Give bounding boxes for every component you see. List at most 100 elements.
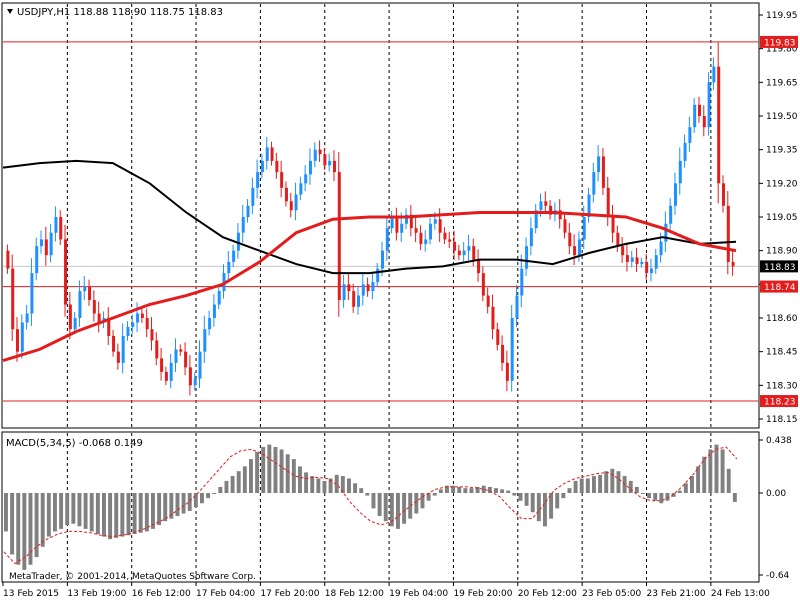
candle-body (25, 313, 29, 323)
macd-bar (365, 493, 370, 496)
time-tick-label: 16 Feb 12:00 (132, 589, 191, 599)
candle-body (395, 217, 399, 233)
time-tick-label: 13 Feb 19:00 (67, 589, 126, 599)
candle-body (597, 156, 601, 173)
macd-bar (138, 493, 143, 533)
level-tag-label: 118.23 (764, 398, 796, 408)
time-axis: 13 Feb 2015 13 Feb 19:00 16 Feb 12:00 17 Fe… (2, 582, 770, 599)
macd-bar (377, 493, 382, 517)
candle-body (539, 201, 543, 211)
candle-body (481, 273, 485, 296)
macd-bar (518, 493, 523, 501)
candle-body (88, 286, 92, 301)
candle-body (645, 261, 649, 274)
macd-bar (291, 459, 296, 493)
candle-body (582, 217, 586, 240)
candle-body (44, 239, 48, 256)
macd-bar (457, 486, 462, 493)
candle-body (486, 295, 490, 307)
candle-body (260, 160, 264, 173)
macd-bar (242, 466, 247, 493)
macd-indicator-label: MACD(5,34,5) -0.068 0.149 (6, 438, 143, 449)
macd-bar (353, 483, 358, 493)
candle-body (621, 246, 625, 256)
macd-bar (616, 471, 621, 493)
candle-body (568, 232, 572, 247)
macd-bar (102, 493, 106, 537)
candle-body (717, 66, 721, 184)
candle-body (611, 217, 615, 233)
macd-bar (543, 493, 547, 527)
candle-body (308, 160, 312, 175)
collapse-triangle-icon[interactable] (7, 9, 13, 14)
macd-bar (53, 493, 57, 532)
candle-body (457, 250, 461, 256)
macd-bar (206, 493, 211, 499)
macd-bar (40, 493, 45, 547)
macd-bar (402, 493, 407, 524)
candle-body (280, 172, 284, 188)
price-tick-label: 119.05 (766, 213, 798, 223)
macd-bar (114, 493, 119, 538)
macd-bar (610, 468, 615, 493)
time-tick-label: 13 Feb 2015 (3, 589, 59, 599)
macd-bar (438, 489, 443, 493)
candle-body (92, 300, 96, 314)
candle-body (265, 147, 269, 161)
candle-body (376, 268, 380, 283)
level-tag-box (760, 280, 798, 293)
candle-body (505, 362, 509, 381)
price-tick-label: 118.60 (766, 314, 798, 324)
candle-body (347, 284, 351, 292)
price-tick-label: 119.35 (766, 146, 798, 156)
macd-bar (108, 493, 113, 540)
copyright-label: MetaTrader, © 2001-2014, MetaQuotes Soft… (9, 572, 256, 582)
macd-bar (396, 493, 400, 529)
candle-body (501, 344, 505, 363)
candle-body (678, 160, 682, 184)
macd-bar (126, 493, 131, 536)
candle-body (212, 304, 216, 318)
macd-bar (169, 493, 174, 519)
macd-bar (512, 493, 517, 496)
macd-bar (181, 493, 186, 514)
time-tick-label: 19 Feb 20:00 (453, 589, 512, 599)
macd-bar (34, 493, 39, 558)
macd-bar (702, 456, 707, 493)
price-tick-label: 118.90 (766, 247, 798, 257)
candle-body (731, 261, 735, 267)
candle-body (208, 318, 212, 330)
candle-body (525, 246, 529, 269)
macd-bar (487, 486, 492, 493)
macd-bar (16, 493, 21, 565)
candle-body (78, 291, 82, 318)
macd-bar (585, 478, 590, 493)
macd-bar (579, 478, 584, 493)
candle-body (112, 335, 116, 352)
macd-bar (132, 493, 137, 534)
candle-body (284, 187, 288, 202)
level-tag-label: 119.83 (764, 38, 796, 48)
macd-bar (714, 444, 719, 493)
price-panel-frame (1, 2, 760, 429)
macd-bar (555, 493, 560, 509)
macd-bar (414, 493, 419, 514)
candle-body (174, 349, 178, 363)
price-tick-label: 119.50 (766, 112, 798, 122)
candle-body (587, 194, 591, 217)
macd-bar (22, 493, 27, 570)
macd-bar (95, 493, 100, 534)
candle-body (640, 261, 644, 265)
macd-bar (273, 447, 278, 493)
macd-bar (598, 474, 603, 493)
candle-body (577, 239, 581, 256)
candle-body (688, 127, 692, 143)
candle-body (573, 246, 577, 256)
macd-bar (334, 474, 339, 493)
candle-body (54, 217, 58, 233)
candle-body (304, 174, 308, 184)
macd-bar (426, 493, 431, 501)
macd-bar (279, 449, 284, 493)
